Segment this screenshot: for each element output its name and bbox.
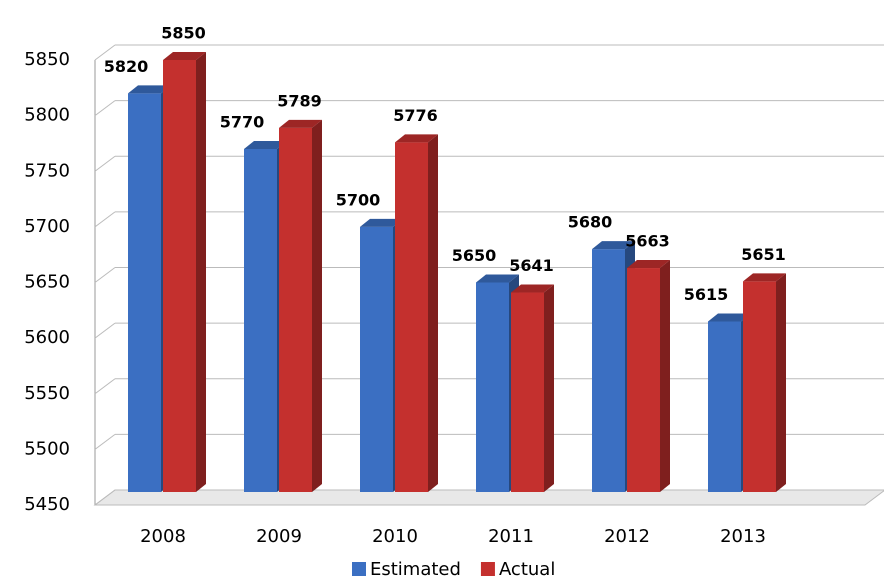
y-tick-label: 5450 [24,494,70,515]
value-label: 5615 [684,285,729,304]
x-tick-label: 2012 [604,526,650,547]
bar-top [128,85,171,94]
y-tick-label: 5500 [24,438,70,459]
bar [627,268,660,492]
legend-swatch [352,562,366,576]
bar-top [592,241,635,250]
legend-label: Estimated [370,559,461,580]
y-tick-label: 5850 [24,49,70,70]
x-tick-label: 2010 [372,526,418,547]
value-label: 5789 [277,91,322,110]
bar [743,281,776,492]
bar [163,60,196,492]
bar-side [312,119,322,493]
value-label: 5651 [741,245,786,264]
bar [476,282,509,492]
bar [128,93,161,492]
x-tick-label: 2011 [488,526,534,547]
bar-side [544,284,554,492]
y-tick-label: 5800 [24,105,70,126]
bar-top [244,141,287,149]
y-tick-label: 5750 [24,160,70,181]
bar-top [360,218,403,227]
bar-top [163,52,206,60]
bar-side [196,52,206,492]
y-tick-label: 5650 [24,272,70,293]
x-tick-label: 2008 [140,526,186,547]
grid-line [94,378,116,395]
value-label: 5770 [220,113,265,132]
value-label: 5850 [161,24,206,43]
bar-side [428,134,438,492]
grid-line [94,322,116,339]
legend-label: Actual [499,559,555,580]
x-tick-label: 2013 [720,526,766,547]
legend-swatch [480,562,495,576]
grid-line [94,267,116,283]
y-tick-label: 5600 [24,327,70,348]
y-tick-label: 5550 [24,383,70,404]
value-label: 5820 [104,57,149,76]
grid-line [94,433,116,450]
x-tick-label: 2009 [256,526,302,547]
bar-side [660,260,670,492]
bar [708,321,741,492]
value-label: 5650 [452,246,497,265]
bar [511,292,544,492]
bar [279,127,312,493]
grid-line [94,211,116,228]
value-label: 5680 [568,213,613,232]
grid-line [94,44,116,61]
bar-side [776,273,786,492]
grid-line [94,100,116,117]
bar-top [627,260,670,269]
bar [244,149,277,492]
bar [360,226,393,492]
bar-top [743,273,786,282]
bar-top [476,274,519,283]
bar-top [708,313,751,322]
bar [395,142,428,492]
bar-top [279,119,322,128]
value-label: 5641 [509,256,554,275]
floor [93,489,884,506]
bar-top [395,134,438,143]
value-label: 5700 [336,190,381,209]
value-label: 5776 [393,106,438,125]
grid-line [94,155,116,172]
bar-top [511,284,554,293]
grid-line [94,489,116,506]
y-tick-label: 5700 [24,216,70,237]
value-label: 5663 [625,232,670,251]
bar [592,249,625,492]
